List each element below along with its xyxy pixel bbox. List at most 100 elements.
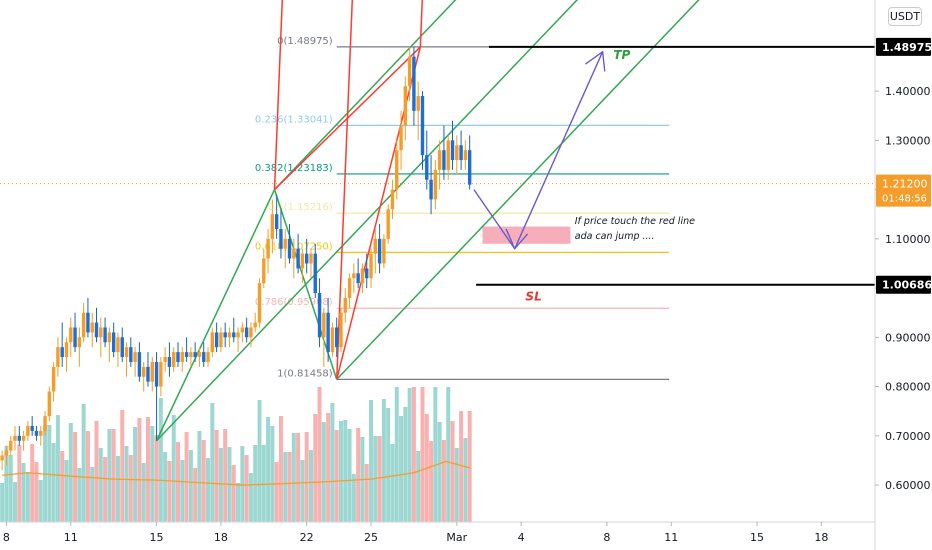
volume-bar	[94, 421, 99, 522]
volume-bar	[120, 410, 125, 522]
candle-body	[73, 327, 77, 348]
volume-bar	[55, 415, 60, 522]
volume-ma-line	[2, 460, 470, 486]
candle-body	[369, 253, 373, 279]
candle-body	[450, 140, 455, 161]
volume-bar	[30, 444, 35, 522]
volume-bar	[21, 463, 26, 522]
sl-label: SL	[525, 289, 541, 303]
candle-body	[330, 327, 335, 353]
volume-bar	[429, 441, 434, 522]
volume-bar	[261, 445, 266, 522]
volume-bar	[150, 426, 155, 522]
candle-body	[120, 337, 124, 358]
note-line-2: ada can jump ....	[575, 231, 655, 242]
fib-level-label: 0(1.48975)	[277, 36, 333, 47]
volume-bar	[240, 446, 245, 522]
y-tick-label: 0.90000	[885, 331, 931, 344]
candle-body	[219, 332, 223, 348]
candle-body	[21, 435, 26, 441]
candle-body	[17, 435, 22, 441]
candle-body	[296, 248, 300, 269]
volume-bar	[381, 399, 386, 522]
volume-bar	[467, 411, 472, 522]
candle-body	[347, 278, 352, 298]
y-tick-label: 1.10000	[885, 233, 931, 246]
candle-body	[236, 332, 240, 338]
volume-bar	[214, 430, 219, 522]
volume-bar	[64, 460, 69, 522]
candle-body	[429, 179, 433, 200]
volume-bar	[90, 467, 95, 522]
volume-bar	[287, 452, 292, 522]
volume-bar	[411, 387, 416, 522]
volume-bar	[278, 416, 283, 522]
candle-body	[407, 56, 412, 87]
candle-body	[300, 253, 305, 269]
volume-bar	[141, 463, 146, 522]
volume-bar	[0, 483, 5, 522]
candle-body	[232, 332, 236, 338]
volume-bar	[210, 403, 215, 522]
volume-bar	[111, 429, 116, 522]
volume-bar	[351, 474, 356, 522]
candle-body	[34, 430, 39, 436]
candle-body	[176, 352, 180, 362]
candle-body	[420, 96, 425, 156]
currency-button[interactable]: USDT	[888, 7, 922, 26]
candle-body	[124, 347, 129, 358]
x-tick-label: 4	[518, 531, 525, 544]
volume-bar	[115, 456, 120, 522]
volume-bar	[51, 443, 56, 522]
volume-bar	[308, 450, 313, 522]
volume-bar	[437, 422, 442, 522]
volume-bar	[60, 451, 65, 522]
candle-body	[416, 96, 420, 111]
candle-body	[51, 366, 56, 392]
fib-level-label: 1(0.81458)	[277, 368, 333, 379]
candle-body	[223, 332, 227, 338]
volume-bar	[201, 440, 206, 522]
volume-bar	[446, 387, 451, 522]
candle-body	[81, 312, 86, 338]
volume-bar	[291, 433, 296, 522]
volume-bar	[13, 482, 18, 522]
volume-bar	[343, 420, 348, 522]
candle-body	[30, 425, 34, 431]
candle-body	[159, 361, 163, 387]
volume-bar	[386, 408, 391, 522]
candle-body	[244, 327, 249, 338]
candle-body	[90, 322, 94, 333]
volume-bar	[334, 430, 339, 522]
candle-body	[459, 145, 463, 161]
candle-body	[322, 312, 326, 338]
volume-bar	[274, 462, 279, 522]
candle-body	[13, 435, 17, 441]
candle-body	[279, 228, 283, 249]
volume-bar	[403, 407, 408, 522]
candle-body	[412, 56, 416, 111]
candle-body	[274, 214, 279, 229]
volume-bar	[236, 483, 241, 522]
candle-body	[257, 283, 262, 323]
volume-bar	[248, 473, 253, 522]
x-tick-label: 15	[150, 531, 164, 544]
candle-body	[103, 327, 107, 343]
volume-bar	[304, 432, 309, 522]
fib-level-label: 0.5(1.15216)	[268, 202, 333, 213]
volume-bar	[167, 461, 172, 522]
arrowhead-up	[585, 50, 606, 72]
candle-body	[442, 150, 446, 170]
volume-bar	[244, 455, 249, 522]
volume-bar	[296, 433, 301, 522]
candle-body	[360, 268, 365, 284]
volume-bar	[356, 428, 361, 522]
volume-bar	[4, 446, 9, 522]
volume-bar	[369, 400, 374, 522]
volume-bar	[137, 418, 142, 522]
candle-body	[313, 253, 317, 294]
volume-bar	[270, 426, 275, 522]
tp-label: TP	[613, 48, 630, 62]
